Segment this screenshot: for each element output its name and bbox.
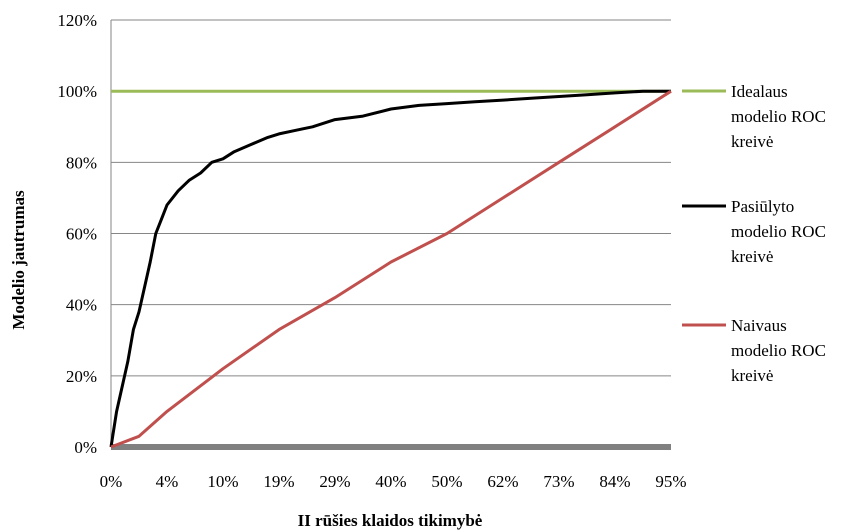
legend-label-2: Naivaus xyxy=(731,316,787,335)
series-line-1 xyxy=(109,89,671,448)
x-tick-label: 84% xyxy=(599,472,630,491)
x-tick-label: 62% xyxy=(487,472,518,491)
x-axis-ticks: 0% 4% 10% 19% 29% 40% 50% 62% 73% 84% 95% xyxy=(100,472,687,491)
legend-label-1: modelio ROC xyxy=(731,222,826,241)
series-line-2 xyxy=(110,89,672,449)
x-tick-label: 29% xyxy=(319,472,350,491)
y-tick-label: 0% xyxy=(74,438,97,457)
legend-label-0: Idealaus xyxy=(731,82,788,101)
x-tick-label: 40% xyxy=(375,472,406,491)
y-tick-label: 60% xyxy=(66,225,97,244)
x-tick-label: 95% xyxy=(655,472,686,491)
x-axis-title: II rūšies klaidos tikimybė xyxy=(298,511,483,530)
legend-label-1: kreivė xyxy=(731,247,773,266)
y-axis-ticks: 0% 20% 40% 60% 80% 100% 120% xyxy=(57,11,97,457)
legend-label-0: modelio ROC xyxy=(731,107,826,126)
x-tick-label: 19% xyxy=(263,472,294,491)
x-tick-label: 4% xyxy=(156,472,179,491)
y-tick-label: 40% xyxy=(66,296,97,315)
y-tick-label: 120% xyxy=(57,11,97,30)
x-tick-label: 0% xyxy=(100,472,123,491)
legend-label-2: modelio ROC xyxy=(731,341,826,360)
series-lines xyxy=(109,89,672,449)
legend-label-1: Pasiūlyto xyxy=(731,197,794,216)
x-tick-label: 10% xyxy=(207,472,238,491)
x-tick-label: 50% xyxy=(431,472,462,491)
legend-label-2: kreivė xyxy=(731,366,773,385)
legend-label-0: kreivė xyxy=(731,132,773,151)
y-tick-label: 20% xyxy=(66,367,97,386)
y-axis-title: Modelio jautrumas xyxy=(9,190,28,330)
grid-lines xyxy=(110,19,671,447)
y-tick-label: 80% xyxy=(66,153,97,172)
x-tick-label: 73% xyxy=(543,472,574,491)
legend: Idealaus modelio ROC kreivė Pasiūlyto modeli… xyxy=(682,82,826,385)
y-tick-label: 100% xyxy=(57,82,97,101)
